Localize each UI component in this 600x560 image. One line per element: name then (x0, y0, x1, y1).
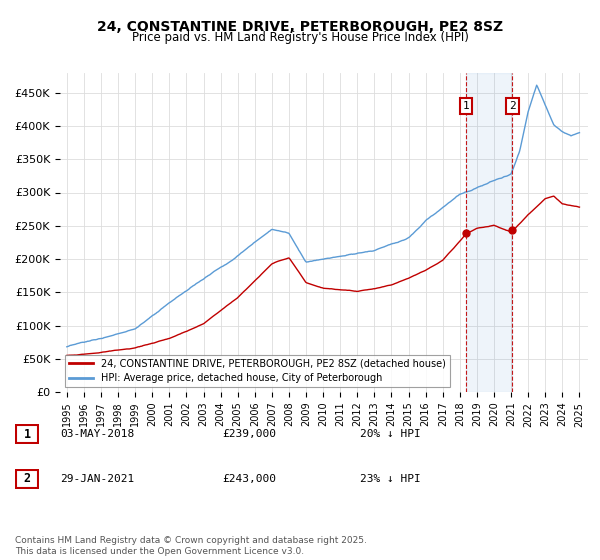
Text: Price paid vs. HM Land Registry's House Price Index (HPI): Price paid vs. HM Land Registry's House … (131, 31, 469, 44)
Text: 03-MAY-2018: 03-MAY-2018 (60, 429, 134, 439)
Legend: 24, CONSTANTINE DRIVE, PETERBOROUGH, PE2 8SZ (detached house), HPI: Average pric: 24, CONSTANTINE DRIVE, PETERBOROUGH, PE2… (65, 354, 449, 387)
Text: 1: 1 (23, 427, 31, 441)
Text: 24, CONSTANTINE DRIVE, PETERBOROUGH, PE2 8SZ: 24, CONSTANTINE DRIVE, PETERBOROUGH, PE2… (97, 20, 503, 34)
Text: 2: 2 (23, 472, 31, 486)
Text: 23% ↓ HPI: 23% ↓ HPI (360, 474, 421, 484)
Bar (466, 73, 512, 392)
FancyBboxPatch shape (16, 470, 38, 488)
Text: £239,000: £239,000 (222, 429, 276, 439)
FancyBboxPatch shape (16, 425, 38, 443)
Text: 20% ↓ HPI: 20% ↓ HPI (360, 429, 421, 439)
Text: Contains HM Land Registry data © Crown copyright and database right 2025.
This d: Contains HM Land Registry data © Crown c… (15, 536, 367, 556)
Text: £243,000: £243,000 (222, 474, 276, 484)
Text: 29-JAN-2021: 29-JAN-2021 (60, 474, 134, 484)
Text: 2: 2 (509, 101, 516, 111)
Text: 1: 1 (463, 101, 469, 111)
